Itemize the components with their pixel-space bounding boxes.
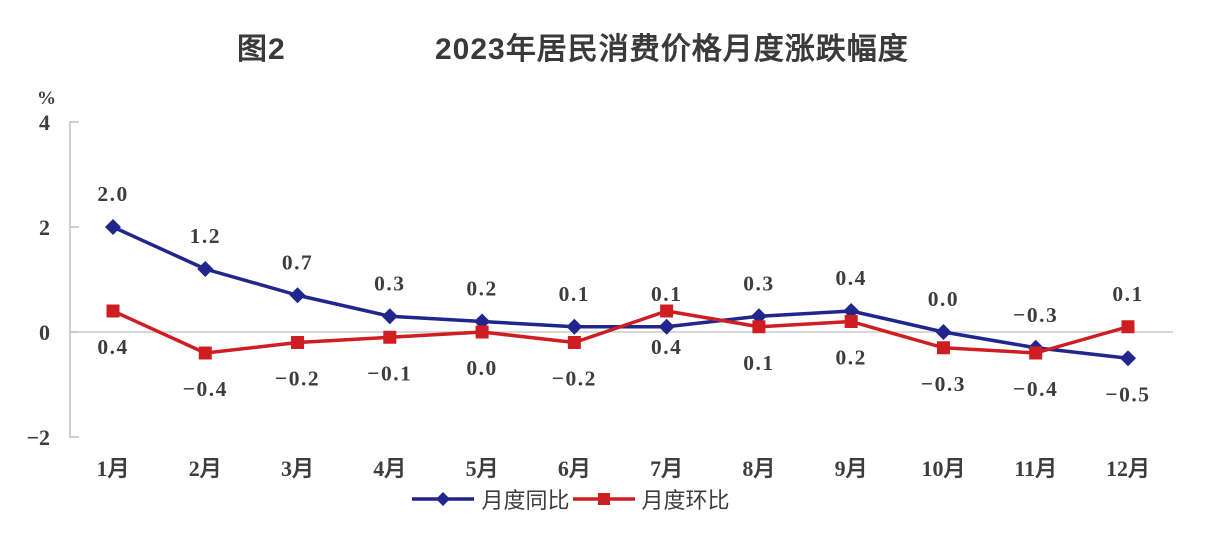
data-point-marker-diamond	[1120, 350, 1136, 367]
x-axis-tick-label: 8月	[742, 456, 775, 481]
data-point-label: −0.4	[183, 377, 228, 401]
legend-item-yoy: 月度同比	[411, 483, 570, 515]
data-point-label: 0.4	[651, 335, 682, 359]
data-point-marker-square	[383, 330, 397, 344]
legend-label-mom: 月度环比	[641, 488, 730, 513]
x-axis-tick-label: 3月	[281, 456, 314, 481]
data-point-label: 0.2	[466, 277, 497, 301]
data-point-marker-square	[660, 304, 674, 318]
data-point-marker-square	[475, 325, 489, 339]
x-axis-tick-label: 2月	[189, 456, 222, 481]
x-axis-tick-label: 9月	[835, 456, 868, 481]
series-line-yoy	[111, 225, 1130, 360]
data-point-label: 0.4	[97, 335, 128, 359]
x-axis-tick-label: 6月	[558, 456, 591, 481]
x-axis-tick-label: 10月	[921, 456, 965, 481]
data-point-label: −0.4	[1013, 377, 1058, 401]
x-axis-tick-label: 5月	[466, 456, 499, 481]
data-point-marker-square	[936, 341, 950, 355]
data-point-label: 0.7	[282, 250, 313, 274]
data-point-label: −0.2	[552, 367, 597, 391]
data-point-label: −0.3	[921, 372, 966, 396]
data-point-marker-diamond	[381, 308, 398, 325]
data-point-label: 1.2	[190, 224, 221, 248]
y-axis-tick-label: 2	[39, 215, 50, 240]
data-point-marker-diamond	[658, 318, 675, 335]
chart-title: 2023年居民消费价格月度涨跌幅度	[435, 33, 909, 66]
data-point-label: 0.2	[835, 346, 866, 370]
data-point-label: 2.0	[97, 182, 128, 206]
x-axis-tick-label: 1月	[96, 456, 129, 481]
chart-legend: 月度同比 月度环比	[0, 483, 1179, 515]
yoy-legend-line-diamond-icon	[412, 492, 475, 506]
data-point-label: −0.5	[1105, 382, 1150, 406]
y-axis-tick-label: 0	[39, 320, 50, 345]
data-point-label: 0.1	[1112, 282, 1143, 306]
data-point-marker-square	[752, 320, 766, 334]
data-point-label: −0.3	[1013, 303, 1058, 327]
data-point-label: 0.4	[835, 266, 866, 290]
data-point-marker-diamond	[566, 318, 583, 335]
data-point-label: −0.2	[275, 367, 320, 391]
x-axis-tick-label: 11月	[1014, 456, 1057, 481]
data-point-label: 0.1	[743, 351, 774, 375]
data-point-marker-square	[198, 346, 212, 360]
data-point-marker-diamond	[105, 219, 121, 235]
data-point-marker-square	[106, 304, 120, 318]
data-point-marker-square	[291, 336, 305, 349]
x-axis-tick-label: 12月	[1106, 456, 1150, 481]
legend-item-mom: 月度环比	[572, 483, 730, 515]
data-point-marker-diamond	[197, 261, 214, 277]
figure-number-label: 图2	[237, 33, 286, 66]
data-point-label: 0.0	[466, 356, 497, 380]
x-axis-tick-label: 7月	[650, 456, 683, 481]
y-axis-unit-label: %	[37, 88, 56, 109]
data-point-label: 0.3	[374, 271, 405, 295]
data-point-marker-square	[844, 315, 858, 328]
series-line-mom	[111, 309, 1130, 355]
mom-legend-line-square-icon	[572, 493, 635, 505]
y-axis-tick-label: −2	[26, 425, 50, 450]
data-point-label: 0.1	[651, 282, 682, 306]
x-axis-tick-label: 4月	[373, 456, 406, 481]
data-point-label: 0.3	[743, 271, 774, 295]
data-point-label: 0.1	[559, 282, 590, 306]
legend-label-yoy: 月度同比	[481, 488, 570, 513]
data-point-marker-square	[1121, 320, 1135, 334]
data-point-marker-square	[567, 336, 581, 349]
data-point-label: 0.0	[928, 287, 959, 311]
data-point-label: −0.1	[367, 361, 412, 385]
data-point-marker-diamond	[935, 324, 952, 340]
y-axis-tick-label: 4	[39, 110, 50, 135]
data-point-marker-diamond	[289, 287, 306, 304]
data-point-marker-square	[1029, 346, 1043, 360]
